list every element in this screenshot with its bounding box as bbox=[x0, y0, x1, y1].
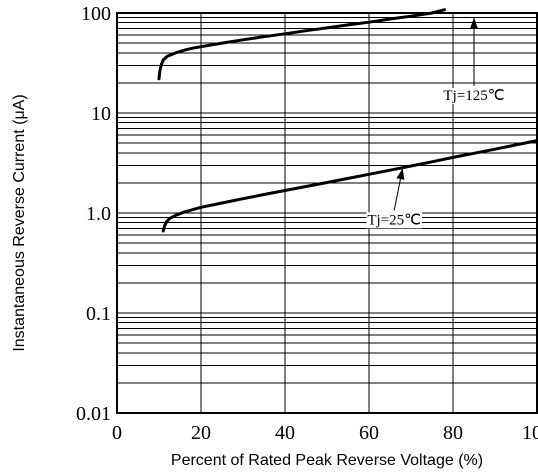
curve-layer bbox=[157, 8, 538, 233]
x-tick-label: 80 bbox=[443, 422, 463, 444]
x-tick-label: 100 bbox=[522, 422, 538, 444]
x-tick-label: 0 bbox=[112, 422, 122, 444]
annotation-label-2: Tj=25℃ bbox=[367, 212, 421, 228]
x-tick-label: 60 bbox=[359, 422, 379, 444]
series-line-2 bbox=[161, 139, 538, 233]
plot-frame bbox=[116, 12, 538, 414]
x-tick-label: 20 bbox=[191, 422, 211, 444]
x-axis-title: Percent of Rated Peak Reverse Voltage (%… bbox=[171, 452, 483, 469]
x-tick-label: 40 bbox=[275, 422, 295, 444]
annotation-arrowhead bbox=[470, 17, 478, 29]
annotation-label-background bbox=[442, 87, 506, 104]
y-tick-label: 100 bbox=[81, 3, 111, 25]
annotation-layer: Tj=125℃ Tj=25℃ bbox=[366, 17, 506, 229]
y-tick-label: 0.01 bbox=[76, 403, 111, 425]
annotation-label-background bbox=[366, 212, 423, 229]
y-tick-label: 1.0 bbox=[86, 203, 111, 225]
annotation-label-1: Tj=125℃ bbox=[443, 88, 504, 104]
series-line-1 bbox=[157, 8, 447, 81]
y-tick-label: 0.1 bbox=[86, 303, 111, 325]
tick-label-layer: 0 20 40 60 80 100 0.01 0.1 1.0 10 100 bbox=[76, 3, 538, 444]
annotation-arrowhead bbox=[396, 168, 405, 180]
y-axis-title: Instantaneous Reverse Current (μA) bbox=[11, 94, 28, 351]
grid-layer bbox=[117, 13, 537, 413]
y-tick-label: 10 bbox=[91, 103, 111, 125]
